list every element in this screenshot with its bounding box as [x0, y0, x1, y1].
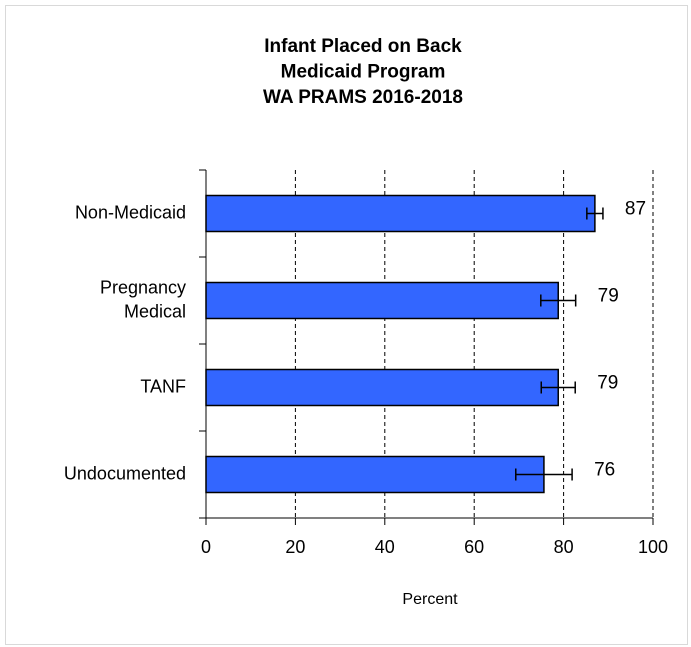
- error-bar: [540, 294, 577, 307]
- x-tick-label: 0: [201, 537, 211, 557]
- x-axis-label: Percent: [402, 591, 458, 608]
- x-tick-label: 40: [375, 537, 395, 557]
- frame: [5, 5, 688, 645]
- chart-title: Medicaid Program: [281, 62, 446, 83]
- chart-title: WA PRAMS 2016-2018: [263, 87, 463, 108]
- data-label: 79: [598, 286, 619, 307]
- bar: [205, 368, 559, 407]
- x-tick-label: 20: [285, 537, 305, 557]
- bar: [205, 455, 545, 494]
- y-tick-label: Pregnancy Medical: [100, 277, 186, 321]
- y-tick-label: TANF: [140, 376, 186, 396]
- y-tick-label: Non-Medicaid: [75, 202, 186, 222]
- error-bar: [515, 468, 573, 481]
- data-label: 79: [597, 373, 618, 394]
- x-tick-label: 60: [464, 537, 484, 557]
- chart-title: Infant Placed on Back: [264, 36, 462, 57]
- bar: [205, 194, 596, 233]
- error-bar: [540, 381, 576, 394]
- bar: [205, 281, 559, 320]
- y-tick-label: Undocumented: [64, 463, 186, 483]
- data-label: 87: [625, 199, 646, 220]
- x-tick-label: 100: [638, 537, 668, 557]
- error-bar: [586, 207, 604, 220]
- x-tick-label: 80: [554, 537, 574, 557]
- data-label: 76: [594, 460, 615, 481]
